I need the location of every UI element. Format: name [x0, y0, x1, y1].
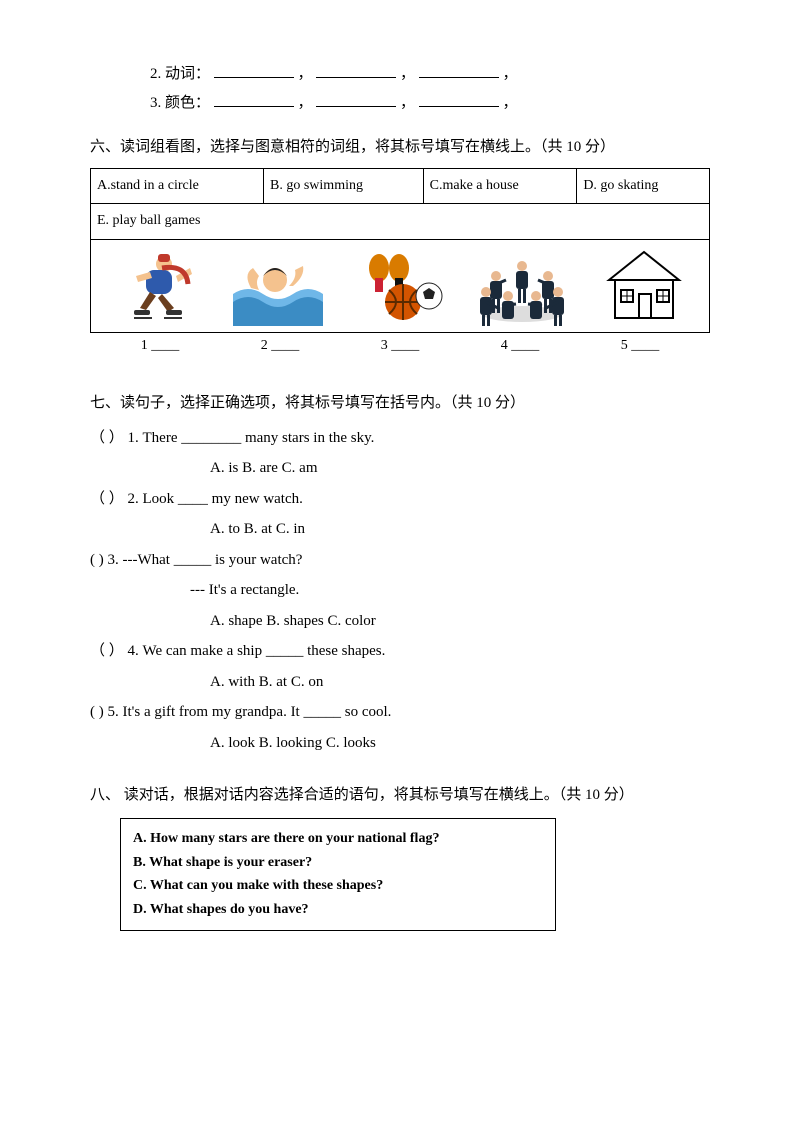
box-d: D. What shapes do you have? [133, 898, 543, 922]
q2-stem: （ ） 2. Look ____ my new watch. [90, 485, 710, 514]
section-8: 八、 读对话，根据对话内容选择合适的语句，将其标号填写在横线上。（共 10 分）… [90, 781, 710, 931]
box-b: B. What shape is your eraser? [133, 851, 543, 875]
option-table: A.stand in a circle B. go swimming C.mak… [90, 168, 710, 333]
opt-c: C.make a house [423, 168, 577, 204]
section-7-title: 七、读句子，选择正确选项，将其标号填写在括号内。（共 10 分） [90, 389, 710, 418]
img-circle-people [461, 246, 583, 326]
blank[interactable] [214, 91, 294, 107]
q5-choices: A. look B. looking C. looks [90, 729, 710, 758]
answer-numbers: 1 ____ 2 ____ 3 ____ 4 ____ 5 ____ [90, 333, 710, 360]
blank[interactable] [419, 91, 499, 107]
num-3[interactable]: 3 ____ [340, 333, 460, 360]
img-balls [339, 246, 461, 326]
num-4[interactable]: 4 ____ [460, 333, 580, 360]
opt-a: A.stand in a circle [91, 168, 264, 204]
q4-choices: A. with B. at C. on [90, 668, 710, 697]
section-6: 六、读词组看图，选择与图意相符的词组，将其标号填写在横线上。（共 10 分） A… [90, 133, 710, 359]
section-8-title: 八、 读对话，根据对话内容选择合适的语句，将其标号填写在横线上。（共 10 分） [90, 781, 710, 810]
q4-stem: （ ） 4. We can make a ship _____ these sh… [90, 637, 710, 666]
blank[interactable] [214, 62, 294, 78]
q3-sub: --- It's a rectangle. [90, 576, 710, 605]
q3-stem: ( ) 3. ---What _____ is your watch? [90, 546, 710, 575]
opt-b: B. go swimming [264, 168, 424, 204]
blank[interactable] [419, 62, 499, 78]
num-2[interactable]: 2 ____ [220, 333, 340, 360]
fill-line-2: 2. 动词： ， ， ， [90, 60, 710, 89]
box-a: A. How many stars are there on your nati… [133, 827, 543, 851]
q1-choices: A. is B. are C. am [90, 454, 710, 483]
num-1[interactable]: 1 ____ [100, 333, 220, 360]
opt-d: D. go skating [577, 168, 710, 204]
fill-line-3: 3. 颜色： ， ， ， [90, 89, 710, 118]
answer-box: A. How many stars are there on your nati… [120, 818, 556, 931]
q5-stem: ( ) 5. It's a gift from my grandpa. It _… [90, 698, 710, 727]
fill-label-3: 3. 颜色： [150, 95, 210, 111]
q2-choices: A. to B. at C. in [90, 515, 710, 544]
q1-stem: （ ） 1. There ________ many stars in the … [90, 424, 710, 453]
blank[interactable] [316, 62, 396, 78]
section-6-title: 六、读词组看图，选择与图意相符的词组，将其标号填写在横线上。（共 10 分） [90, 133, 710, 162]
box-c: C. What can you make with these shapes? [133, 874, 543, 898]
img-swimming [217, 246, 339, 326]
q3-choices: A. shape B. shapes C. color [90, 607, 710, 636]
num-5[interactable]: 5 ____ [580, 333, 700, 360]
img-skating [95, 246, 217, 326]
fill-label-2: 2. 动词： [150, 66, 210, 82]
image-row [91, 240, 709, 332]
section-7: 七、读句子，选择正确选项，将其标号填写在括号内。（共 10 分） （ ） 1. … [90, 389, 710, 757]
blank[interactable] [316, 91, 396, 107]
img-house [583, 246, 705, 326]
opt-e: E. play ball games [91, 204, 710, 240]
